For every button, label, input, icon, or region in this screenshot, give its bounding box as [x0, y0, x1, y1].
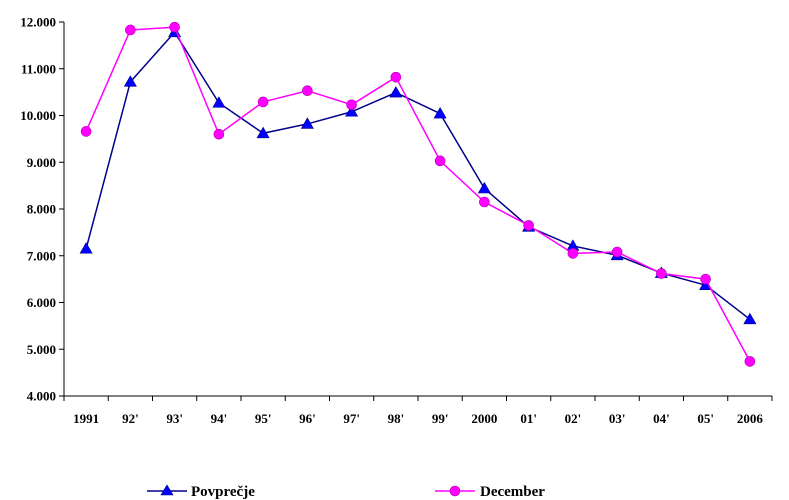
data-point-povprecje [256, 126, 270, 139]
x-tick-label: 92' [122, 411, 139, 426]
x-tick-label: 02' [565, 411, 582, 426]
x-tick-label: 01' [520, 411, 537, 426]
x-tick-label: 97' [343, 411, 360, 426]
data-point-december [434, 155, 446, 167]
y-tick-label: 12.000 [20, 15, 56, 30]
x-tick-label: 2006 [737, 411, 764, 426]
x-tick-label: 98' [388, 411, 405, 426]
data-point-povprecje [433, 107, 447, 119]
y-tick-label: 10.000 [20, 108, 56, 123]
legend-label-povprecje: Povprečje [191, 484, 255, 500]
y-tick-label: 7.000 [27, 248, 56, 263]
x-tick-label: 1991 [73, 411, 99, 426]
data-point-povprecje [477, 181, 491, 194]
data-point-december [213, 128, 225, 140]
data-point-december [390, 71, 402, 83]
data-point-december [479, 196, 490, 208]
x-tick-label: 04' [653, 411, 670, 426]
series-line-povprecje [85, 31, 751, 320]
legend-label-december: December [480, 484, 545, 500]
x-tick-label: 03' [609, 411, 626, 426]
x-tick-label: 94' [211, 411, 228, 426]
data-point-povprecje [212, 96, 226, 108]
data-point-december [567, 248, 579, 259]
series-line-december [85, 26, 751, 362]
x-tick-label: 05' [697, 411, 714, 426]
y-tick-label: 9.000 [27, 155, 56, 170]
legend-item-povprecje: Povprečje [147, 484, 255, 500]
y-tick-label: 11.000 [21, 61, 56, 76]
data-point-povprecje [300, 117, 314, 129]
data-point-december [656, 268, 667, 279]
data-point-december [257, 96, 269, 108]
chart-axes [59, 21, 773, 401]
legend-marker-december [449, 485, 461, 497]
series-layer [79, 21, 757, 367]
x-tick-label: 93' [166, 411, 183, 426]
x-tick-labels: 1991 92' 93' 94' 95' 96' 97' 98' 99' 2000 01' 02' 03… [73, 411, 763, 426]
data-point-povprecje [79, 242, 93, 254]
x-tick-label: 99' [432, 411, 449, 426]
y-tick-labels: 4.000 5.000 6.000 7.000 8.000 9.000 10.000 11.0… [20, 15, 56, 404]
data-point-povprecje [743, 312, 757, 325]
y-tick-label: 6.000 [27, 295, 56, 310]
x-tick-label: 2000 [471, 411, 497, 426]
data-point-december [80, 126, 92, 137]
data-point-december [125, 24, 136, 36]
data-point-december [611, 246, 623, 258]
data-point-december [302, 85, 313, 97]
x-tick-label: 96' [299, 411, 316, 426]
y-tick-label: 8.000 [27, 202, 56, 217]
x-tick-label: 95' [255, 411, 272, 426]
series-povprecje [79, 25, 757, 325]
data-point-december [346, 99, 357, 111]
data-point-povprecje [389, 85, 403, 98]
data-point-december [523, 220, 534, 231]
data-point-december [169, 21, 180, 33]
y-tick-label: 5.000 [27, 342, 56, 357]
legend-item-december: December [435, 484, 545, 500]
legend-marker-povprecje [160, 484, 174, 496]
data-point-povprecje [123, 75, 137, 87]
series-december [80, 21, 756, 367]
data-point-december [700, 273, 711, 285]
data-point-povprecje [345, 105, 359, 117]
legend: Povprečje December [147, 484, 545, 500]
data-point-december [744, 356, 756, 367]
y-tick-label: 4.000 [27, 389, 56, 404]
